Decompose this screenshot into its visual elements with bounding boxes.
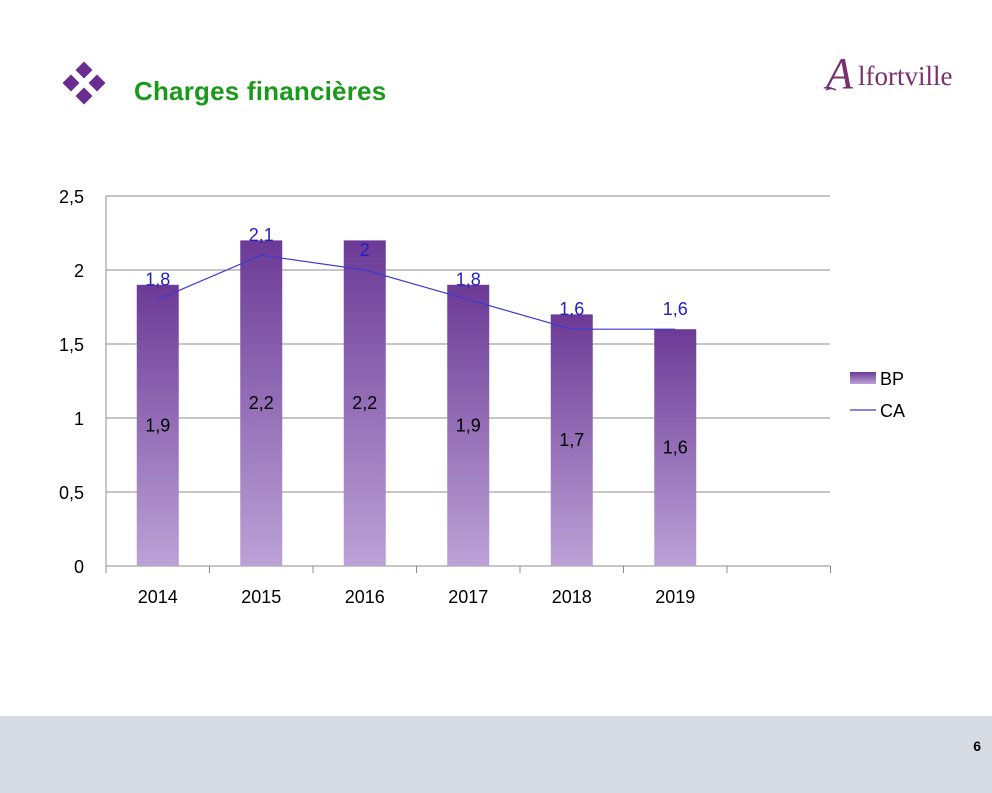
bar [654,329,697,566]
line-value-label: 1,8 [456,270,481,290]
logo-initial: A [823,49,854,98]
axes: 0 0,5 1 1,5 2 2,5 2014 2015 2016 2017 2018 2019 [59,187,831,607]
y-tick-label: 0 [74,557,84,577]
x-tick-label: 2015 [241,587,281,607]
footer-bar: 6 [0,716,992,793]
bar-value-label: 1,9 [145,415,170,435]
bar [447,284,490,566]
alfortville-logo: A lfortville [823,49,952,98]
diamond-bullet-icon [62,62,106,105]
y-tick-label: 2 [74,261,84,281]
chart: 0 0,5 1 1,5 2 2,5 2014 2015 2016 2017 2018 2019 1,9… [59,187,905,607]
y-tick-label: 1,5 [59,335,84,355]
bar [343,240,386,566]
data-labels: 1,9 2,2 2,2 1,9 1,7 1,6 1,8 2,1 2 1,8 1,6 1,6 [145,225,688,457]
line-value-label: 1,6 [663,299,688,319]
x-tick-label: 2019 [655,587,695,607]
bar-value-label: 2,2 [249,393,274,413]
bar-value-label: 2,2 [352,393,377,413]
bar [240,240,283,566]
bar-value-label: 1,6 [663,438,688,458]
x-tick-label: 2018 [552,587,592,607]
slide-title: Charges financières [134,76,387,106]
bar [550,314,593,566]
line-series [157,254,676,330]
y-tick-label: 0,5 [59,483,84,503]
line-series-path [157,254,676,330]
bar [136,284,179,566]
bar-value-label: 1,7 [559,430,584,450]
line-value-label: 2,1 [249,225,274,245]
legend-label-ca: CA [880,401,905,421]
line-value-label: 2 [360,240,370,260]
x-tick-label: 2014 [138,587,178,607]
legend-swatch-bp [850,372,876,384]
y-tick-label: 2,5 [59,187,84,207]
legend-label-bp: BP [880,369,904,389]
y-tick-label: 1 [74,409,84,429]
bar-value-label: 1,9 [456,415,481,435]
x-tick-label: 2017 [448,587,488,607]
bar-series [136,240,697,566]
page-number: 6 [973,738,981,754]
x-tick-label: 2016 [345,587,385,607]
line-value-label: 1,8 [145,270,170,290]
legend: BP CA [850,369,905,421]
logo-text: lfortville [858,61,952,91]
line-value-label: 1,6 [559,299,584,319]
